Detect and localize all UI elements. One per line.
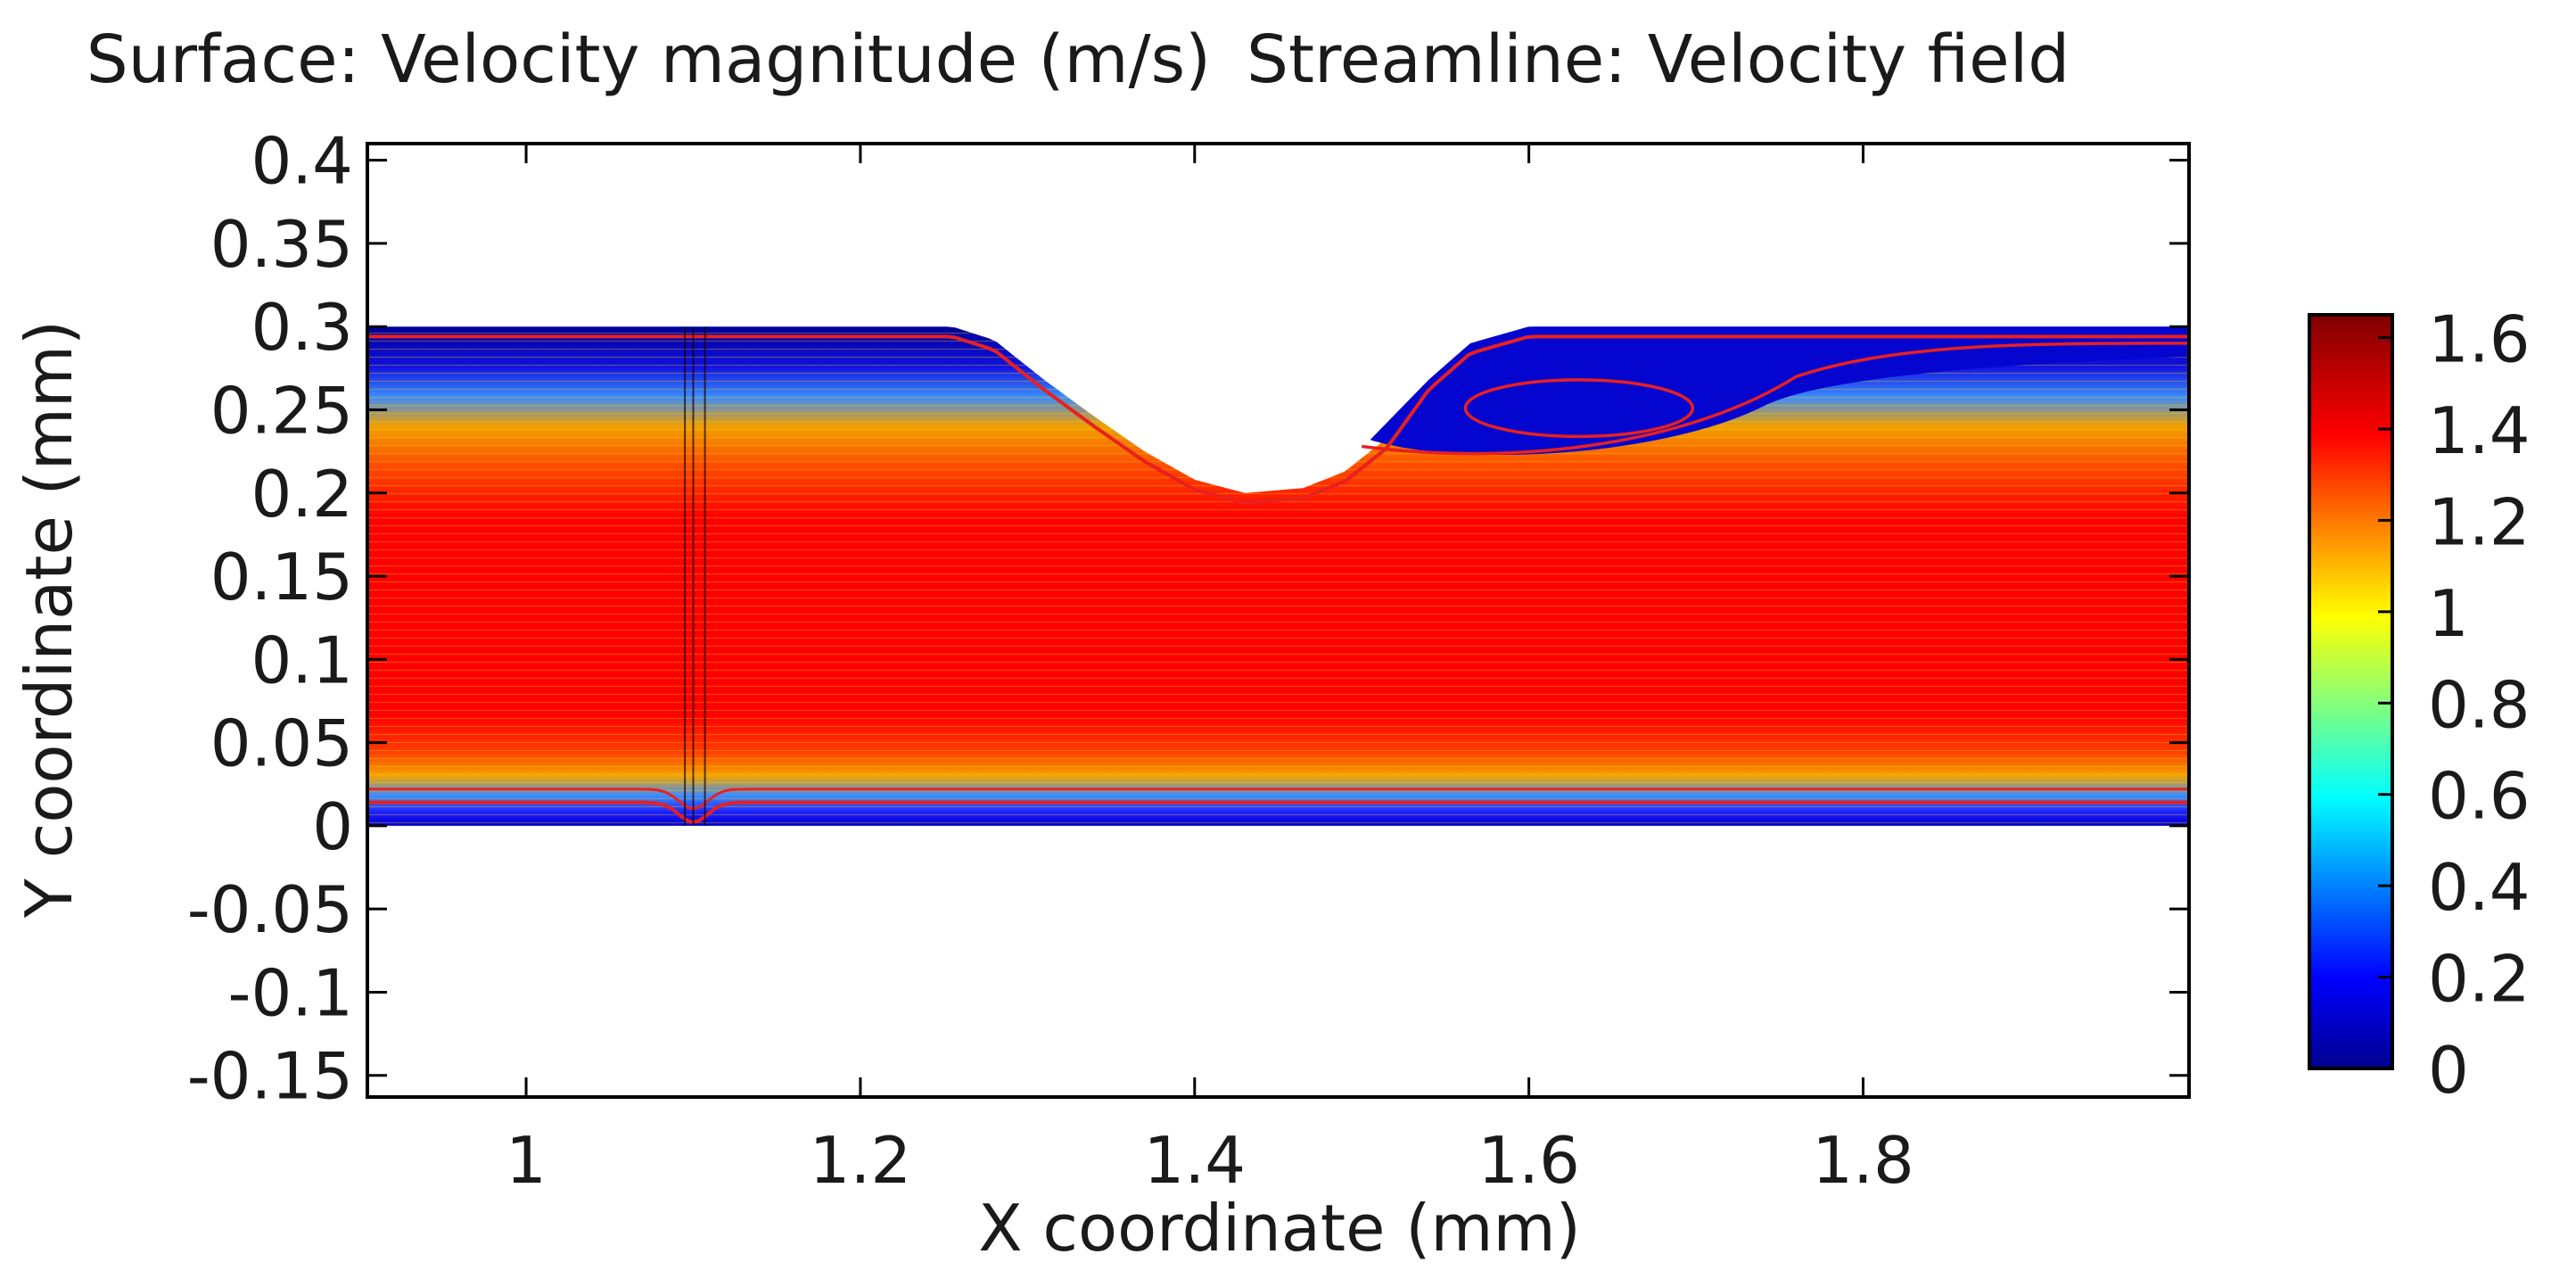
y-tick-label: -0.1 <box>228 955 353 1030</box>
x-tick-label: 1 <box>506 1123 547 1198</box>
velocity-contour-striation <box>367 326 2189 826</box>
recirculation-eddy <box>1463 378 1695 439</box>
y-tick-label: 0.05 <box>210 706 353 781</box>
x-tick-label: 1.2 <box>810 1123 912 1198</box>
chart-title-streamline: Streamline: Velocity field <box>1247 21 2070 98</box>
streamline-bottom-2 <box>367 788 2189 811</box>
colorbar-tick-label: 0.2 <box>2428 942 2531 1017</box>
colorbar-tick-label: 1.4 <box>2428 393 2531 468</box>
y-tick-label: 0.3 <box>251 290 353 365</box>
plot-frame <box>366 142 2191 1099</box>
streamline-bottom <box>367 800 2189 824</box>
recirculation-zone <box>1370 326 2189 456</box>
y-tick-label: -0.15 <box>187 1039 353 1114</box>
colorbar-tick-label: 0.6 <box>2428 759 2531 834</box>
streamline-separation <box>1361 342 2189 456</box>
x-axis-label: X coordinate (mm) <box>978 1191 1581 1266</box>
colorbar-tick-label: 1.2 <box>2428 484 2531 559</box>
y-tick-label: 0.35 <box>210 207 353 282</box>
x-tick-label: 1.6 <box>1477 1123 1580 1198</box>
y-tick-label: 0.1 <box>251 623 353 697</box>
y-tick-label: 0 <box>312 789 353 864</box>
x-tick-label: 1.8 <box>1812 1123 1914 1198</box>
y-tick-label: 0.2 <box>251 457 353 532</box>
y-axis-label: Y coordinate (mm) <box>12 320 86 919</box>
colorbar-tick-label: 1.6 <box>2428 302 2531 377</box>
colorbar <box>2308 313 2394 1070</box>
colorbar-tick-label: 0.8 <box>2428 667 2531 742</box>
x-tick-label: 1.4 <box>1144 1123 1247 1198</box>
colorbar-tick-label: 1 <box>2428 576 2469 651</box>
y-tick-label: 0.4 <box>251 124 353 199</box>
y-tick-label: 0.25 <box>210 373 353 448</box>
chart-title-surface: Surface: Velocity magnitude (m/s) <box>86 21 1211 98</box>
streamline-top <box>367 334 2189 505</box>
colorbar-tick-label: 0.4 <box>2428 850 2531 925</box>
y-tick-label: -0.05 <box>187 872 353 947</box>
colorbar-tick-label: 0 <box>2428 1033 2469 1108</box>
y-tick-label: 0.15 <box>210 540 353 615</box>
